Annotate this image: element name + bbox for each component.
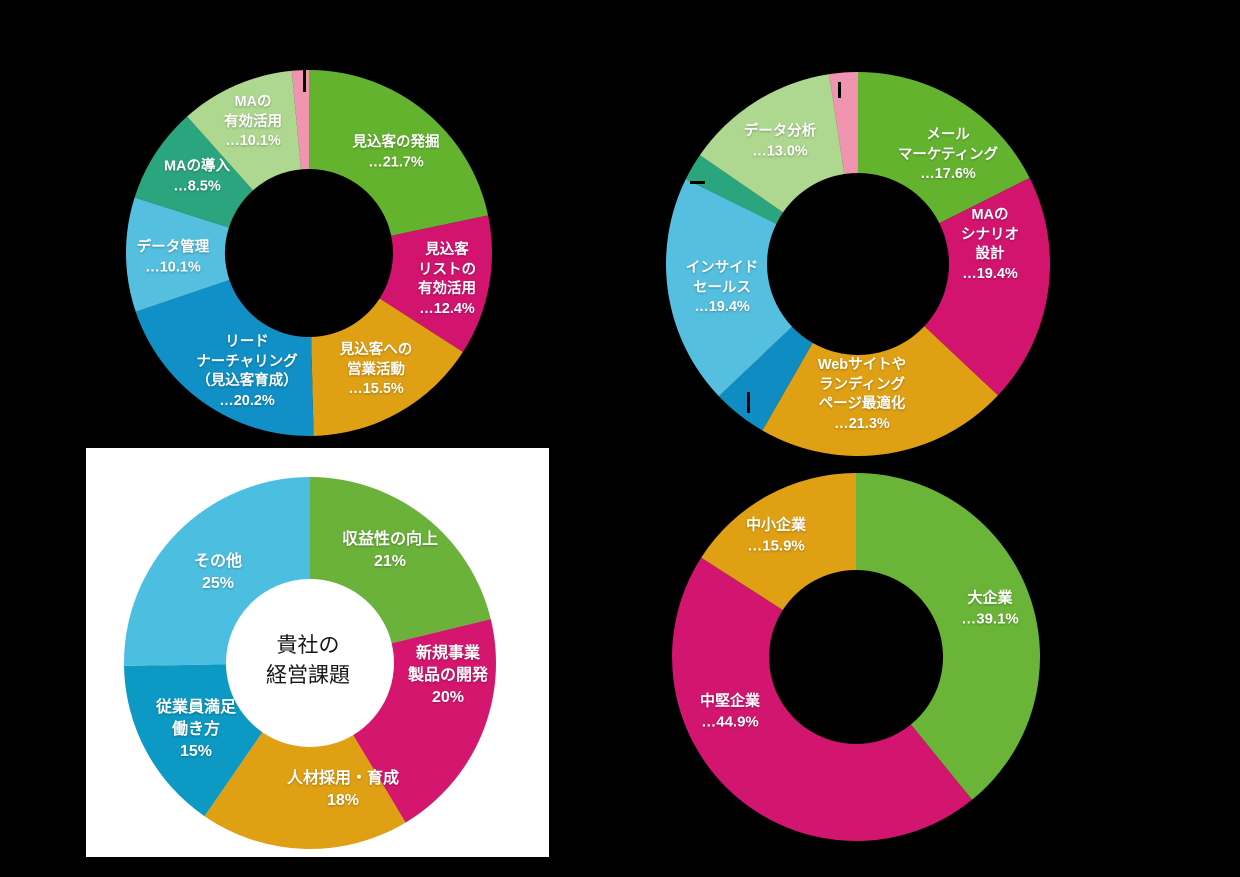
donut-slice-donut-ma-measures-0 [858, 72, 1030, 224]
donut-slice-donut-management-issues-0 [310, 477, 491, 644]
donut-slice-donut-ma-measures-1 [924, 177, 1050, 396]
donut-slice-donut-company-size-2 [701, 473, 856, 610]
donut-slice-donut-ma-issues-7 [291, 70, 309, 170]
donut-slice-donut-management-issues-2 [204, 732, 406, 849]
donut-slice-donut-ma-issues-6 [187, 70, 302, 191]
donut-slice-donut-ma-measures-6 [699, 74, 845, 213]
donut-slice-donut-management-issues-4 [123, 477, 310, 666]
donut-slice-donut-ma-issues-0 [309, 70, 489, 236]
donut-slice-donut-ma-measures-7 [829, 72, 858, 175]
donut-slice-donut-ma-issues-3 [135, 279, 314, 436]
donut-slice-donut-ma-issues-1 [379, 215, 492, 353]
donut-slice-donut-ma-measures-4 [665, 178, 793, 397]
donut-slice-donut-ma-measures-3 [718, 326, 813, 431]
donut-slice-donut-ma-issues-2 [311, 298, 463, 436]
donut-slice-donut-management-issues-3 [124, 664, 263, 817]
donut-slice-donut-ma-measures-5 [685, 155, 784, 224]
donut-slice-donut-management-issues-1 [353, 619, 497, 823]
donut-slice-donut-company-size-0 [856, 473, 1040, 800]
donut-slice-donut-company-size-1 [672, 557, 973, 841]
donut-slice-donut-ma-measures-2 [762, 326, 998, 456]
donut-slice-donut-ma-issues-4 [125, 197, 230, 312]
donut-slice-donut-ma-issues-5 [134, 116, 254, 228]
